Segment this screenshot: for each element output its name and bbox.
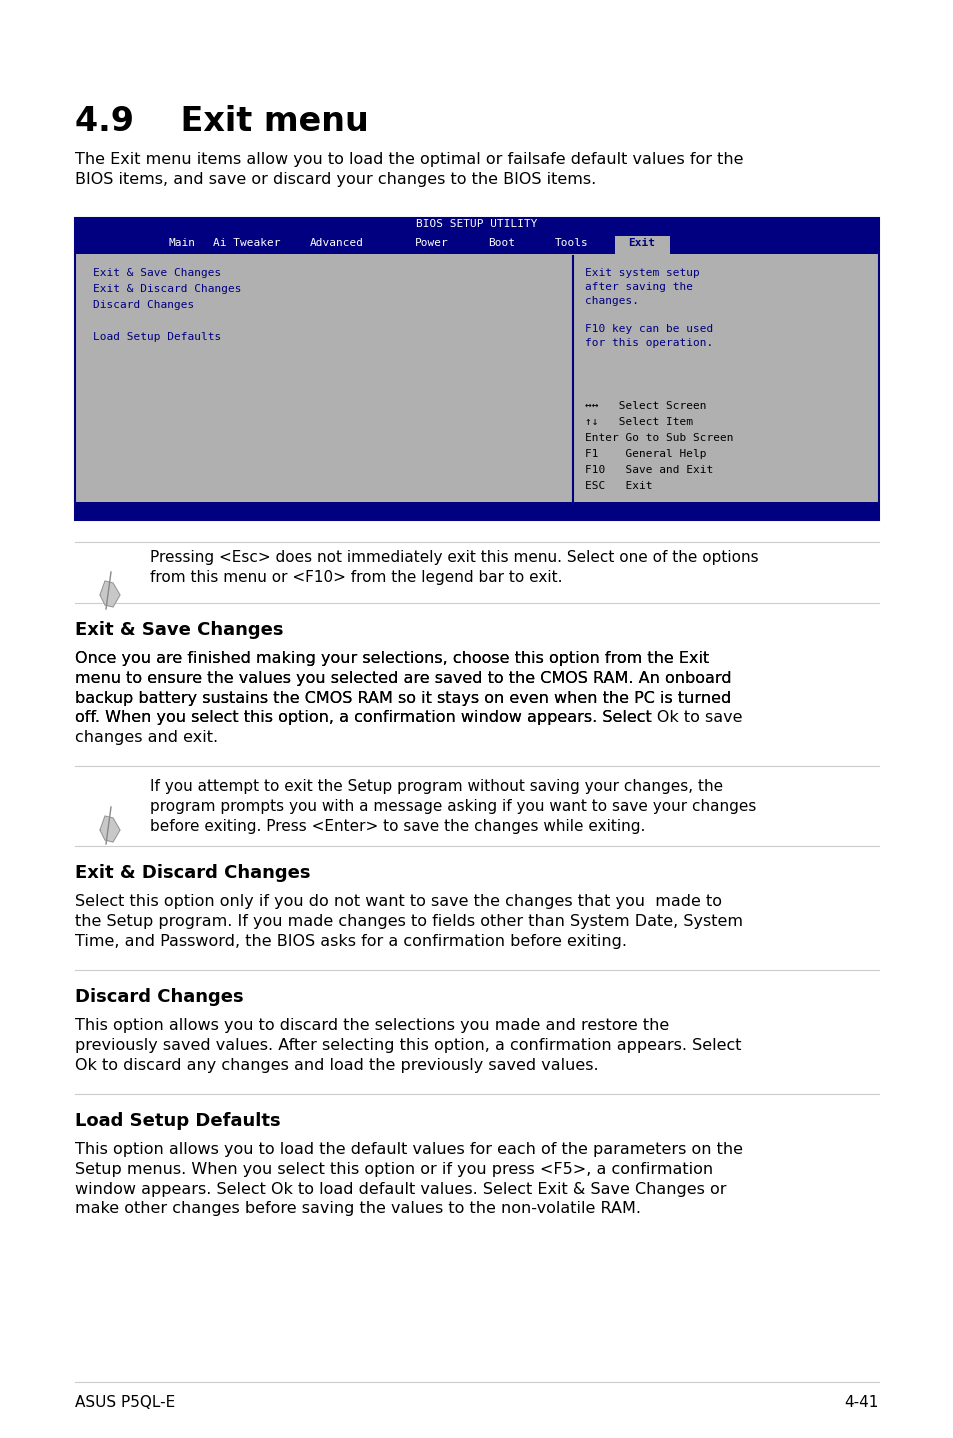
Text: Exit & Discard Changes: Exit & Discard Changes [92,283,241,293]
Text: F10   Save and Exit: F10 Save and Exit [584,464,713,475]
Polygon shape [100,581,120,607]
Bar [75,502,878,521]
Text: F1    General Help: F1 General Help [584,449,706,459]
Text: Once you are finished making your selections, choose this option from the Exit
m: Once you are finished making your select… [75,651,731,725]
Text: Power: Power [415,239,449,247]
Text: Exit & Save Changes: Exit & Save Changes [75,621,283,638]
Text: Select this option only if you do not want to save the changes that you  made to: Select this option only if you do not wa… [75,894,742,949]
Text: ESC   Exit: ESC Exit [584,480,652,490]
Text: The Exit menu items allow you to load the optimal or failsafe default values for: The Exit menu items allow you to load th… [75,152,742,187]
Bar [615,236,669,255]
Text: Exit & Save Changes: Exit & Save Changes [92,267,221,278]
Bar [75,219,878,236]
Text: Exit & Discard Changes: Exit & Discard Changes [75,864,310,881]
Text: v02.61 (C)Copyright 1985-2008, American Megatrends, Inc.: v02.61 (C)Copyright 1985-2008, American … [288,522,665,532]
Text: ↔↔   Select Screen: ↔↔ Select Screen [584,401,706,411]
Text: off. When you select this option, a confirmation window appears. Select: off. When you select this option, a conf… [75,719,657,733]
Text: Load Setup Defaults: Load Setup Defaults [92,332,221,342]
Text: This option allows you to load the default values for each of the parameters on : This option allows you to load the defau… [75,1142,742,1217]
Text: Exit system setup
after saving the
changes.

F10 key can be used
for this operat: Exit system setup after saving the chang… [584,267,713,348]
Text: Discard Changes: Discard Changes [75,988,243,1007]
Text: Discard Changes: Discard Changes [92,301,194,311]
Text: Pressing <Esc> does not immediately exit this menu. Select one of the options
fr: Pressing <Esc> does not immediately exit… [150,549,758,585]
Text: Tools: Tools [555,239,588,247]
Text: Ai Tweaker: Ai Tweaker [213,239,280,247]
Bar [75,236,878,255]
Bar [75,219,878,521]
Text: Boot: Boot [488,239,515,247]
Text: Once you are finished making your selections, choose this option from the Exit
m: Once you are finished making your select… [75,651,741,745]
Text: ASUS P5QL-E: ASUS P5QL-E [75,1395,175,1411]
Text: 4.9    Exit menu: 4.9 Exit menu [75,105,369,138]
Text: Load Setup Defaults: Load Setup Defaults [75,1112,280,1130]
Text: 4-41: 4-41 [843,1395,878,1411]
Text: ↑↓   Select Item: ↑↓ Select Item [584,417,692,427]
Text: This option allows you to discard the selections you made and restore the
previo: This option allows you to discard the se… [75,1018,740,1073]
Text: Exit: Exit [628,239,655,247]
Text: Enter Go to Sub Screen: Enter Go to Sub Screen [584,433,733,443]
Text: Advanced: Advanced [310,239,364,247]
Text: If you attempt to exit the Setup program without saving your changes, the
progra: If you attempt to exit the Setup program… [150,779,756,834]
Text: BIOS SETUP UTILITY: BIOS SETUP UTILITY [416,219,537,229]
Text: Main: Main [169,239,195,247]
Polygon shape [100,815,120,843]
